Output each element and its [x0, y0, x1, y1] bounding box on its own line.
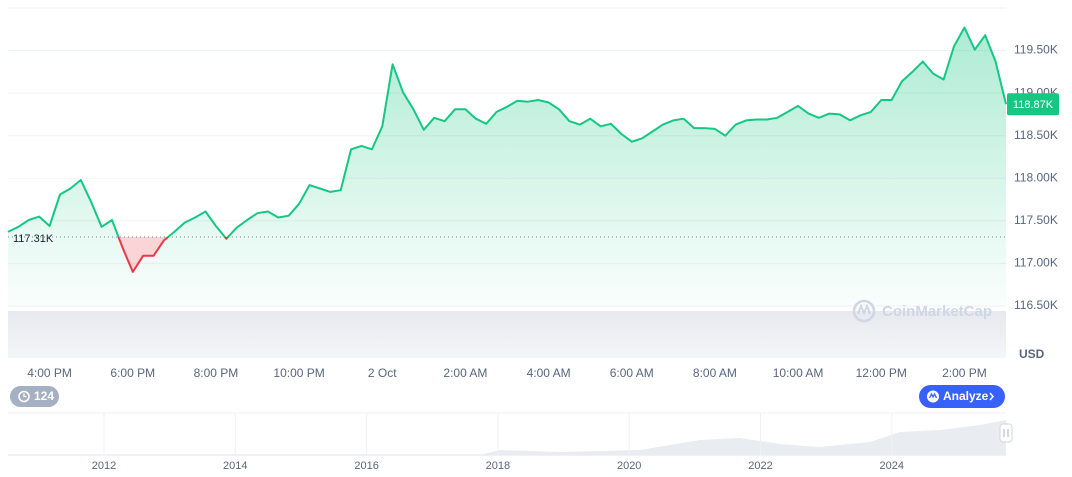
area: [8, 27, 1006, 306]
area-down: [118, 237, 228, 272]
x-tick-label: 4:00 PM: [27, 366, 72, 380]
navigator: [8, 412, 1013, 456]
x-tick-label: 10:00 PM: [273, 366, 324, 380]
analyze-button[interactable]: Analyze: [919, 385, 1005, 408]
y-tick-label: 117.00K: [1014, 256, 1058, 270]
y-tick-label: 117.50K: [1014, 213, 1058, 227]
navigator-label: 2012: [92, 460, 116, 472]
x-tick-label: 2:00 PM: [942, 366, 987, 380]
unit-label: USD: [1019, 347, 1045, 361]
button-label: Analyze: [943, 389, 989, 403]
last-price-box: [1007, 93, 1059, 116]
x-tick-label: 4:00 AM: [527, 366, 571, 380]
y-tick-label: 116.50K: [1014, 298, 1058, 312]
badge-count: 124: [34, 389, 54, 403]
x-tick-label: 2:00 AM: [443, 366, 487, 380]
navigator-label: 2016: [354, 460, 378, 472]
x-tick-label: 10:00 AM: [773, 366, 824, 380]
x-tick-label: 12:00 PM: [856, 366, 907, 380]
x-tick-label: 8:00 AM: [693, 366, 737, 380]
watermark-logo: [852, 299, 876, 323]
navigator-label: 2024: [880, 460, 904, 472]
x-tick-label: 8:00 PM: [194, 366, 239, 380]
y-tick-label: 118.50K: [1014, 128, 1058, 142]
navigator-label: 2018: [486, 460, 510, 472]
watermark: CoinMarketCap: [882, 303, 992, 320]
price-line: [7, 26, 1007, 238]
reference-label: 117.31K: [13, 233, 54, 245]
x-tick-label: 6:00 PM: [110, 366, 155, 380]
y-tick-label: 119.50K: [1014, 43, 1058, 57]
navigator-axis: 2012 2014 2016 2018 2020 2022 2024: [92, 413, 904, 472]
x-tick-label: 6:00 AM: [610, 366, 654, 380]
navigator-label: 2014: [223, 460, 247, 472]
last-price-label: 118.87K: [1013, 99, 1054, 111]
y-tick-label: 118.00K: [1014, 170, 1058, 184]
volume-band: [8, 311, 1006, 358]
navigator-label: 2020: [617, 460, 641, 472]
plot: 116.50K117.00K117.50K118.00K118.50K119.0…: [7, 26, 1059, 380]
history-badge[interactable]: 124: [10, 386, 59, 407]
navigator-label: 2022: [748, 460, 772, 472]
x-tick-label: 2 Oct: [368, 366, 397, 380]
